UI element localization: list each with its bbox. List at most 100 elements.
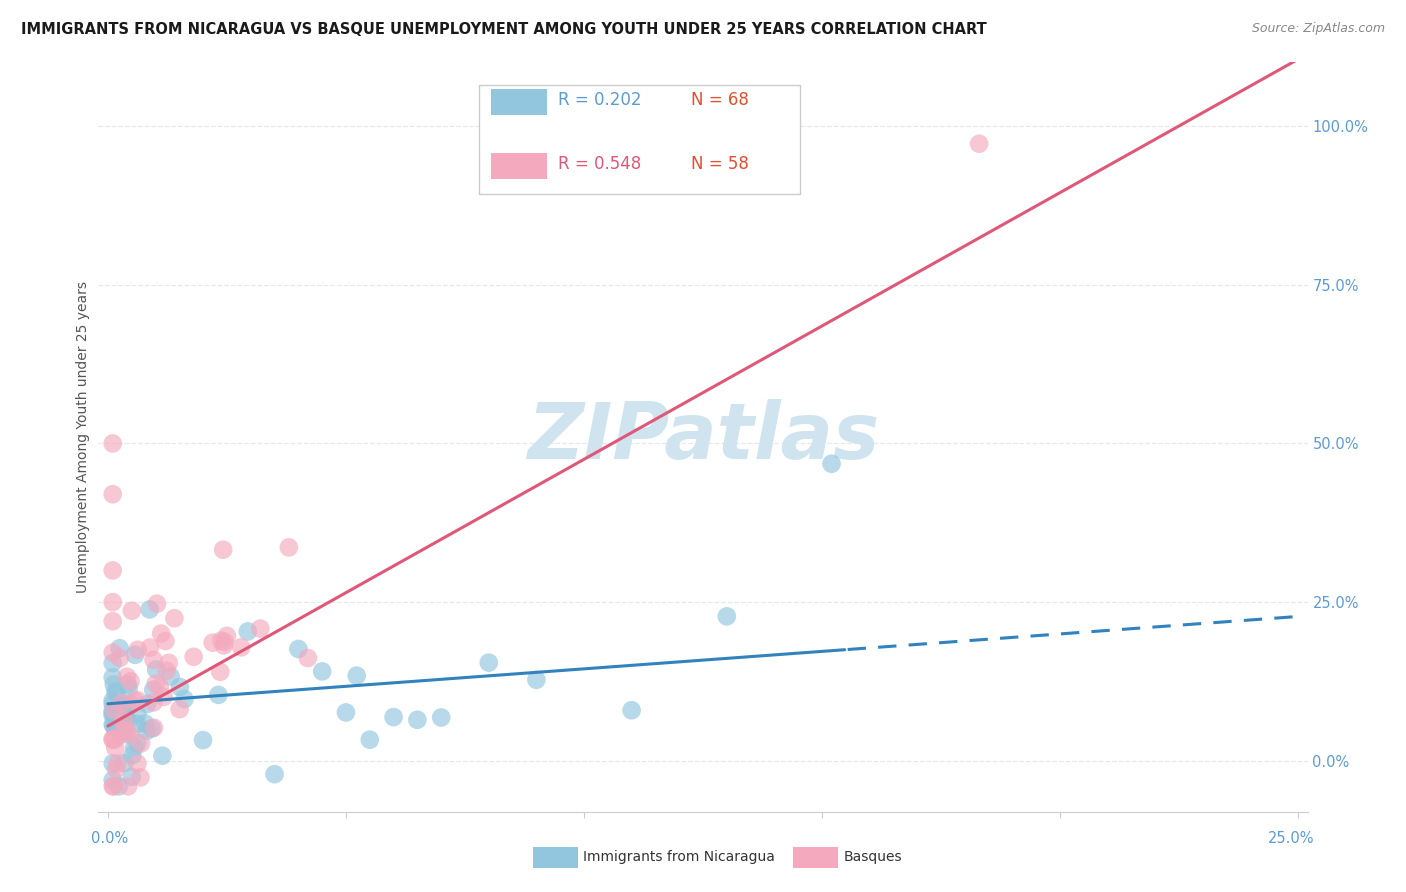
Point xyxy=(478,656,501,670)
Point xyxy=(115,699,138,714)
Point xyxy=(146,597,169,611)
Point xyxy=(101,697,124,711)
Point xyxy=(215,629,238,643)
Point xyxy=(287,642,309,657)
Point xyxy=(169,702,191,716)
Point xyxy=(112,700,135,714)
Point xyxy=(134,716,156,731)
Point xyxy=(214,634,236,648)
Point xyxy=(141,722,163,736)
Point xyxy=(346,668,368,682)
Point xyxy=(105,714,128,728)
Text: 0.0%: 0.0% xyxy=(91,831,128,846)
Point xyxy=(209,665,232,679)
Point xyxy=(142,721,165,735)
Point xyxy=(101,693,124,707)
Point xyxy=(103,677,125,691)
Point xyxy=(112,723,135,738)
Point xyxy=(157,656,180,670)
Point xyxy=(212,639,235,653)
Point xyxy=(150,626,173,640)
Point xyxy=(124,694,146,708)
Point xyxy=(101,732,124,747)
Point xyxy=(111,698,134,713)
Point xyxy=(108,641,131,656)
Point xyxy=(101,756,124,771)
Point xyxy=(169,680,191,694)
Y-axis label: Unemployment Among Youth under 25 years: Unemployment Among Youth under 25 years xyxy=(76,281,90,593)
Point xyxy=(120,697,142,711)
Point xyxy=(101,563,124,577)
Point xyxy=(335,706,357,720)
Point xyxy=(209,633,232,648)
Point xyxy=(716,609,738,624)
Point xyxy=(620,703,643,717)
Point xyxy=(311,665,333,679)
Point xyxy=(430,710,453,724)
Point xyxy=(117,714,139,728)
Point xyxy=(101,487,124,501)
Point xyxy=(101,706,124,720)
Point xyxy=(103,703,125,717)
Point xyxy=(101,436,124,450)
Point xyxy=(163,611,186,625)
Point xyxy=(115,670,138,684)
Point xyxy=(103,718,125,732)
Point xyxy=(104,721,127,735)
Point xyxy=(124,740,146,755)
Text: Basques: Basques xyxy=(844,850,903,864)
Text: Source: ZipAtlas.com: Source: ZipAtlas.com xyxy=(1251,22,1385,36)
Point xyxy=(118,728,141,742)
Point xyxy=(191,733,214,747)
Point xyxy=(139,640,162,655)
FancyBboxPatch shape xyxy=(479,85,800,194)
Point xyxy=(382,710,405,724)
Text: N = 68: N = 68 xyxy=(690,91,749,109)
Point xyxy=(101,595,124,609)
Point xyxy=(111,696,134,710)
Point xyxy=(108,651,131,665)
Point xyxy=(105,686,128,700)
Point xyxy=(524,673,547,687)
Point xyxy=(127,707,149,722)
Point xyxy=(104,732,127,747)
Point xyxy=(103,780,125,794)
Point xyxy=(150,748,173,763)
Point xyxy=(277,541,299,555)
Point xyxy=(152,690,174,704)
Point xyxy=(127,756,149,771)
Point xyxy=(114,710,136,724)
Point xyxy=(359,732,381,747)
Point xyxy=(118,681,141,696)
Text: R = 0.548: R = 0.548 xyxy=(558,154,641,172)
Point xyxy=(101,773,124,788)
Point xyxy=(101,708,124,723)
Point xyxy=(183,649,205,664)
Point xyxy=(145,663,167,677)
Point xyxy=(101,780,124,794)
Point xyxy=(129,771,152,785)
Text: 25.0%: 25.0% xyxy=(1268,831,1315,846)
Point xyxy=(297,651,319,665)
Point xyxy=(138,602,160,616)
Point xyxy=(155,664,177,678)
Text: R = 0.202: R = 0.202 xyxy=(558,91,641,109)
Point xyxy=(967,136,990,151)
Point xyxy=(820,457,842,471)
Point xyxy=(127,642,149,657)
Point xyxy=(142,653,165,667)
Point xyxy=(149,680,172,694)
Point xyxy=(127,693,149,707)
Point xyxy=(110,714,132,728)
Point xyxy=(159,669,181,683)
Point xyxy=(104,684,127,698)
Point xyxy=(105,720,128,734)
Point xyxy=(127,736,149,750)
Point xyxy=(114,724,136,739)
Point xyxy=(112,756,135,770)
Point xyxy=(236,624,259,639)
Point xyxy=(231,640,253,655)
Text: ZIPatlas: ZIPatlas xyxy=(527,399,879,475)
Point xyxy=(406,713,429,727)
Point xyxy=(108,711,131,725)
